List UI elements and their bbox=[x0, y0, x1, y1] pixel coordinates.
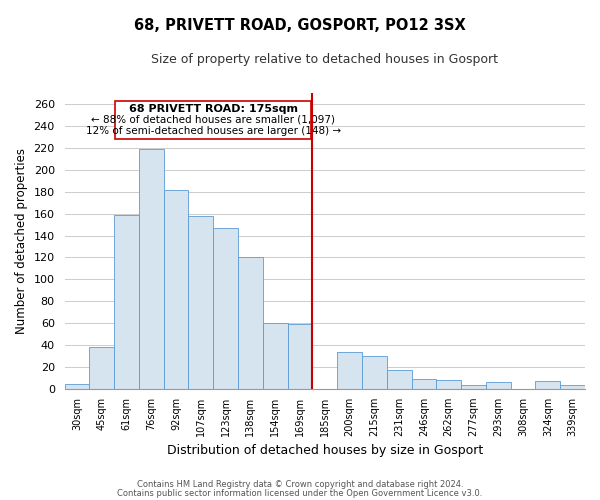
Bar bbox=[65, 384, 89, 389]
Text: 12% of semi-detached houses are larger (148) →: 12% of semi-detached houses are larger (… bbox=[86, 126, 341, 136]
Text: 68, PRIVETT ROAD, GOSPORT, PO12 3SX: 68, PRIVETT ROAD, GOSPORT, PO12 3SX bbox=[134, 18, 466, 32]
Text: 68 PRIVETT ROAD: 175sqm: 68 PRIVETT ROAD: 175sqm bbox=[129, 104, 298, 114]
X-axis label: Distribution of detached houses by size in Gosport: Distribution of detached houses by size … bbox=[167, 444, 483, 458]
Bar bbox=[461, 384, 486, 389]
Bar bbox=[115, 100, 311, 139]
Bar bbox=[436, 380, 461, 389]
Bar bbox=[535, 382, 560, 389]
Bar bbox=[164, 190, 188, 389]
Bar bbox=[114, 214, 139, 389]
Bar bbox=[387, 370, 412, 389]
Bar bbox=[188, 216, 213, 389]
Bar bbox=[287, 324, 313, 389]
Bar bbox=[560, 384, 585, 389]
Bar bbox=[89, 348, 114, 389]
Bar bbox=[139, 149, 164, 389]
Bar bbox=[263, 324, 287, 389]
Text: Contains HM Land Registry data © Crown copyright and database right 2024.: Contains HM Land Registry data © Crown c… bbox=[137, 480, 463, 489]
Y-axis label: Number of detached properties: Number of detached properties bbox=[15, 148, 28, 334]
Bar bbox=[238, 258, 263, 389]
Text: Contains public sector information licensed under the Open Government Licence v3: Contains public sector information licen… bbox=[118, 488, 482, 498]
Bar bbox=[486, 382, 511, 389]
Bar bbox=[337, 352, 362, 389]
Bar bbox=[213, 228, 238, 389]
Bar bbox=[412, 379, 436, 389]
Bar bbox=[362, 356, 387, 389]
Title: Size of property relative to detached houses in Gosport: Size of property relative to detached ho… bbox=[151, 52, 498, 66]
Text: ← 88% of detached houses are smaller (1,097): ← 88% of detached houses are smaller (1,… bbox=[91, 115, 335, 125]
